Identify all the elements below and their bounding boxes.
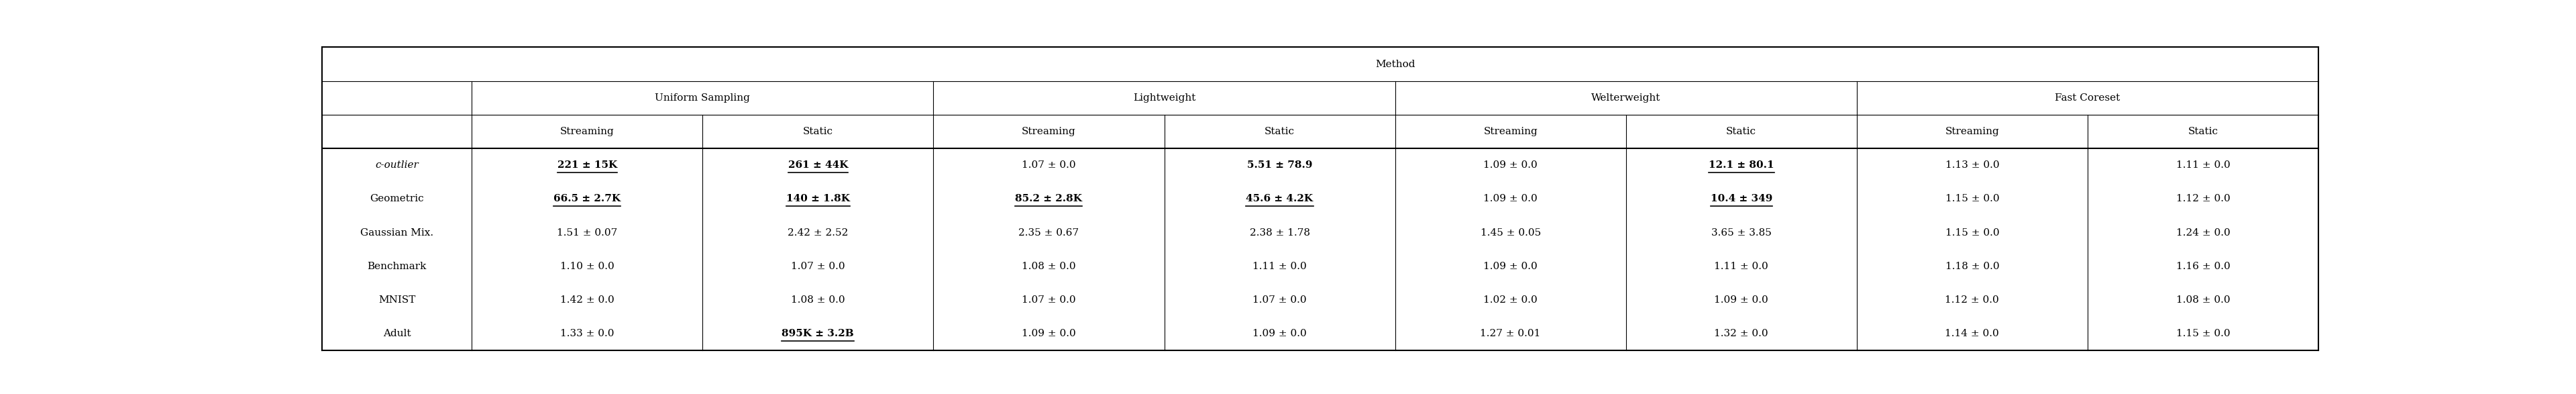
Text: 45.6 ± 4.2K: 45.6 ± 4.2K — [1247, 194, 1314, 204]
Text: 1.09 ± 0.0: 1.09 ± 0.0 — [1023, 329, 1077, 338]
Text: 1.09 ± 0.0: 1.09 ± 0.0 — [1252, 329, 1306, 338]
Text: Streaming: Streaming — [1945, 127, 1999, 136]
Text: 1.24 ± 0.0: 1.24 ± 0.0 — [2177, 228, 2231, 237]
Text: 1.42 ± 0.0: 1.42 ± 0.0 — [559, 296, 613, 305]
Text: 1.13 ± 0.0: 1.13 ± 0.0 — [1945, 161, 1999, 170]
Text: Static: Static — [1265, 127, 1296, 136]
Text: 140 ± 1.8K: 140 ± 1.8K — [786, 194, 850, 204]
Text: 2.38 ± 1.78: 2.38 ± 1.78 — [1249, 228, 1309, 237]
Text: 1.27 ± 0.01: 1.27 ± 0.01 — [1481, 329, 1540, 338]
Text: 2.35 ± 0.67: 2.35 ± 0.67 — [1018, 228, 1079, 237]
Text: Gaussian Mix.: Gaussian Mix. — [361, 228, 433, 237]
Text: 1.15 ± 0.0: 1.15 ± 0.0 — [1945, 194, 1999, 204]
Text: 3.65 ± 3.85: 3.65 ± 3.85 — [1710, 228, 1772, 237]
Text: 1.12 ± 0.0: 1.12 ± 0.0 — [1945, 296, 1999, 305]
Text: 5.51 ± 78.9: 5.51 ± 78.9 — [1247, 161, 1311, 170]
Text: 895K ± 3.2B: 895K ± 3.2B — [783, 329, 855, 338]
Text: 1.07 ± 0.0: 1.07 ± 0.0 — [1023, 296, 1077, 305]
Text: 10.4 ± 349: 10.4 ± 349 — [1710, 194, 1772, 204]
Text: 1.02 ± 0.0: 1.02 ± 0.0 — [1484, 296, 1538, 305]
Text: 1.33 ± 0.0: 1.33 ± 0.0 — [559, 329, 613, 338]
Text: 1.10 ± 0.0: 1.10 ± 0.0 — [559, 262, 613, 271]
Text: 221 ± 15K: 221 ± 15K — [556, 161, 618, 170]
Text: 1.09 ± 0.0: 1.09 ± 0.0 — [1484, 262, 1538, 271]
Text: 1.14 ± 0.0: 1.14 ± 0.0 — [1945, 329, 1999, 338]
Text: 1.18 ± 0.0: 1.18 ± 0.0 — [1945, 262, 1999, 271]
Text: Static: Static — [804, 127, 832, 136]
Text: 1.07 ± 0.0: 1.07 ± 0.0 — [791, 262, 845, 271]
Text: 1.15 ± 0.0: 1.15 ± 0.0 — [2177, 329, 2231, 338]
Text: Streaming: Streaming — [1023, 127, 1077, 136]
Text: 1.11 ± 0.0: 1.11 ± 0.0 — [1713, 262, 1767, 271]
Text: 1.07 ± 0.0: 1.07 ± 0.0 — [1023, 161, 1077, 170]
Text: 1.08 ± 0.0: 1.08 ± 0.0 — [2177, 296, 2231, 305]
Text: 1.08 ± 0.0: 1.08 ± 0.0 — [1023, 262, 1077, 271]
Text: c-outlier: c-outlier — [376, 161, 417, 170]
Text: 2.42 ± 2.52: 2.42 ± 2.52 — [788, 228, 848, 237]
Text: Static: Static — [2187, 127, 2218, 136]
Text: Streaming: Streaming — [559, 127, 613, 136]
Text: Static: Static — [1726, 127, 1757, 136]
Text: 1.09 ± 0.0: 1.09 ± 0.0 — [1713, 296, 1767, 305]
Text: 1.08 ± 0.0: 1.08 ± 0.0 — [791, 296, 845, 305]
Text: Uniform Sampling: Uniform Sampling — [654, 93, 750, 102]
Text: Fast Coreset: Fast Coreset — [2056, 93, 2120, 102]
Text: 1.51 ± 0.07: 1.51 ± 0.07 — [556, 228, 618, 237]
Text: 1.12 ± 0.0: 1.12 ± 0.0 — [2177, 194, 2231, 204]
Text: 1.45 ± 0.05: 1.45 ± 0.05 — [1481, 228, 1540, 237]
Text: MNIST: MNIST — [379, 296, 415, 305]
Text: Welterweight: Welterweight — [1592, 93, 1662, 102]
Text: 1.15 ± 0.0: 1.15 ± 0.0 — [1945, 228, 1999, 237]
Text: Method: Method — [1376, 59, 1414, 69]
Text: Adult: Adult — [384, 329, 410, 338]
Text: Streaming: Streaming — [1484, 127, 1538, 136]
Text: 85.2 ± 2.8K: 85.2 ± 2.8K — [1015, 194, 1082, 204]
Text: 1.11 ± 0.0: 1.11 ± 0.0 — [2177, 161, 2231, 170]
Text: Geometric: Geometric — [371, 194, 425, 204]
Text: 261 ± 44K: 261 ± 44K — [788, 161, 848, 170]
Text: 1.07 ± 0.0: 1.07 ± 0.0 — [1252, 296, 1306, 305]
Text: Lightweight: Lightweight — [1133, 93, 1195, 102]
Text: 12.1 ± 80.1: 12.1 ± 80.1 — [1708, 161, 1775, 170]
Text: 1.11 ± 0.0: 1.11 ± 0.0 — [1252, 262, 1306, 271]
Text: Benchmark: Benchmark — [368, 262, 428, 271]
Text: 1.09 ± 0.0: 1.09 ± 0.0 — [1484, 194, 1538, 204]
Text: 1.09 ± 0.0: 1.09 ± 0.0 — [1484, 161, 1538, 170]
Text: 1.32 ± 0.0: 1.32 ± 0.0 — [1713, 329, 1767, 338]
Text: 66.5 ± 2.7K: 66.5 ± 2.7K — [554, 194, 621, 204]
Text: 1.16 ± 0.0: 1.16 ± 0.0 — [2177, 262, 2231, 271]
